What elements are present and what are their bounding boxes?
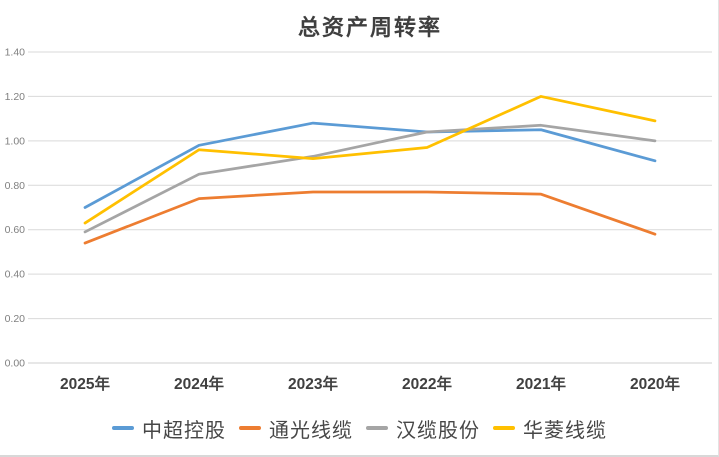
chart-title: 总资产周转率 [297,15,442,40]
y-tick-label: 1.40 [5,47,26,59]
legend-label: 汉缆股份 [396,419,480,442]
x-tick-label: 2024年 [174,374,224,393]
legend-marker-line [239,426,261,430]
y-tick-label: 0.20 [5,313,26,325]
x-tick-label: 2020年 [630,374,680,393]
x-tick-label: 2021年 [516,374,566,393]
legend-label: 通光线缆 [269,419,353,442]
x-tick-label: 2022年 [402,374,452,393]
x-tick-label: 2023年 [288,374,338,393]
legend-marker-line [112,426,134,430]
legend-item-3[interactable]: 华菱线缆 [493,414,607,443]
y-tick-label: 0.00 [5,358,26,370]
series-line-3[interactable] [83,95,657,225]
x-axis-labels-group: 2025年 2024年 2023年 2022年 2021年 2020年 [60,374,680,393]
series-line-2[interactable] [83,123,657,234]
legend-item-0[interactable]: 中超控股 [112,414,226,443]
y-tick-label: 1.00 [5,135,26,147]
legend-marker-line [366,426,388,430]
y-axis-labels-group: 1.40 1.20 1.00 0.80 0.60 0.40 0.20 0.00 [5,47,26,370]
x-tick-label: 2025年 [60,374,110,393]
chart-legend: 中超控股 通光线缆 汉缆股份 华菱线缆 [0,411,719,445]
y-tick-label: 0.40 [5,269,26,281]
legend-item-1[interactable]: 通光线缆 [239,414,353,443]
y-tick-label: 1.20 [5,91,26,103]
series-line-0[interactable] [83,121,657,209]
legend-label: 中超控股 [142,419,226,442]
legend-item-2[interactable]: 汉缆股份 [366,414,480,443]
legend-marker-line [493,426,515,430]
legend-label: 华菱线缆 [523,419,607,442]
y-tick-label: 0.60 [5,224,26,236]
y-tick-label: 0.80 [5,180,26,192]
series-lines-group [83,95,657,245]
series-line-1[interactable] [83,190,657,245]
